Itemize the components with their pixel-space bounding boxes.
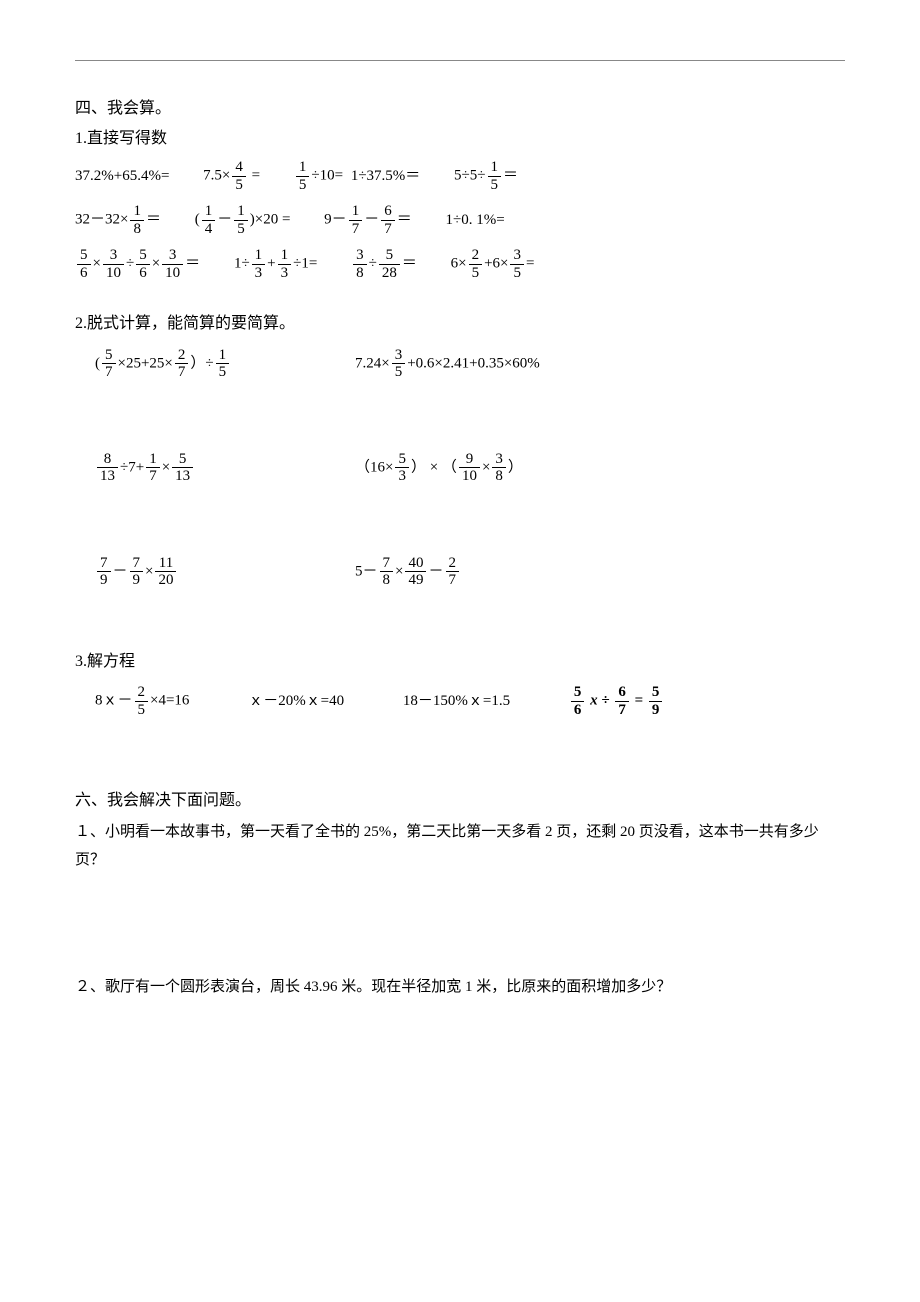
top-rule — [75, 60, 845, 61]
frac: 79 — [97, 555, 111, 589]
frac: 1120 — [155, 555, 176, 589]
r1c3: 15÷10= 1÷37.5%＝ — [294, 159, 420, 193]
frac: 38 — [492, 451, 506, 485]
frac: 4049 — [405, 555, 426, 589]
frac: 38 — [353, 247, 367, 281]
r2c4: 1÷0. 1%= — [445, 208, 504, 232]
r2c2: (14－15)×20 = — [195, 203, 291, 237]
q2: ２、歌厅有一个圆形表演台，周长 43.96 米。现在半径加宽 1 米，比原来的面… — [75, 973, 845, 1002]
frac: 15 — [216, 347, 230, 381]
frac: 15 — [234, 203, 248, 237]
q1: １、小明看一本故事书，第一天看了全书的 25%，第二天比第一天多看 2 页，还剩… — [75, 818, 845, 875]
frac: 78 — [380, 555, 394, 589]
r3c3: 38÷528＝ — [351, 247, 417, 281]
frac: 79 — [130, 555, 144, 589]
p3-left: 79－79×1120 — [95, 555, 355, 589]
frac: 813 — [97, 451, 118, 485]
frac: 67 — [615, 684, 629, 718]
p2-left: 813÷7+17×513 — [95, 451, 355, 485]
frac: 59 — [649, 684, 663, 718]
sub1-row2: 32－32×18＝ (14－15)×20 = 9－17－67＝ 1÷0. 1%= — [75, 203, 845, 237]
section4-title: 四、我会算。 — [75, 96, 845, 122]
r1c2: 7.5×45 = — [203, 159, 260, 193]
frac: 45 — [232, 159, 246, 193]
sub3-title: 3.解方程 — [75, 649, 845, 675]
sub2-pair3: 79－79×1120 5－78×4049－27 — [75, 555, 845, 589]
frac: 13 — [252, 247, 266, 281]
p3-right: 5－78×4049－27 — [355, 555, 461, 589]
frac: 17 — [349, 203, 363, 237]
sub1-row1: 37.2%+65.4%= 7.5×45 = 15÷10= 1÷37.5%＝ 5÷… — [75, 159, 845, 193]
r3c1: 56×310÷56×310＝ — [75, 247, 200, 281]
frac: 310 — [162, 247, 183, 281]
frac: 910 — [459, 451, 480, 485]
frac: 15 — [488, 159, 502, 193]
sub1-row3: 56×310÷56×310＝ 1÷13+13÷1= 38÷528＝ 6×25+6… — [75, 247, 845, 281]
frac: 14 — [202, 203, 216, 237]
frac: 57 — [102, 347, 116, 381]
frac: 35 — [510, 247, 524, 281]
p1-left: (57×25+25×27）÷15 — [95, 347, 355, 381]
eq4: 56 x ÷ 67 = 59 — [569, 684, 665, 718]
p2-right: （16×53） × （910×38） — [355, 451, 523, 485]
frac: 53 — [395, 451, 409, 485]
frac: 25 — [135, 684, 149, 718]
r1c4: 5÷5÷15＝ — [454, 159, 518, 193]
frac: 17 — [146, 451, 160, 485]
frac: 56 — [77, 247, 91, 281]
sub2-title: 2.脱式计算，能简算的要简算。 — [75, 311, 845, 337]
eq3: 18－150%ｘ=1.5 — [403, 689, 510, 713]
sub2-pair1: (57×25+25×27）÷15 7.24×35+0.6×2.41+0.35×6… — [75, 347, 845, 381]
p1-right: 7.24×35+0.6×2.41+0.35×60% — [355, 347, 540, 381]
frac: 27 — [446, 555, 460, 589]
frac: 18 — [130, 203, 144, 237]
sub3-row: 8ｘ－25×4=16 ｘ－20%ｘ=40 18－150%ｘ=1.5 56 x ÷… — [75, 684, 845, 718]
frac: 310 — [103, 247, 124, 281]
sub2-pair2: 813÷7+17×513 （16×53） × （910×38） — [75, 451, 845, 485]
frac: 56 — [571, 684, 585, 718]
frac: 27 — [175, 347, 189, 381]
eq2: ｘ－20%ｘ=40 — [248, 689, 344, 713]
frac: 25 — [469, 247, 483, 281]
frac: 56 — [136, 247, 150, 281]
frac: 513 — [172, 451, 193, 485]
r3c2: 1÷13+13÷1= — [234, 247, 317, 281]
sub1-title: 1.直接写得数 — [75, 126, 845, 152]
r1c1: 37.2%+65.4%= — [75, 164, 169, 188]
section6-title: 六、我会解决下面问题。 — [75, 788, 845, 814]
r3c4: 6×25+6×35= — [451, 247, 535, 281]
frac: 67 — [381, 203, 395, 237]
q1-workspace — [75, 879, 845, 969]
r2c1: 32－32×18＝ — [75, 203, 161, 237]
frac: 35 — [392, 347, 406, 381]
eq1: 8ｘ－25×4=16 — [95, 684, 189, 718]
frac: 15 — [296, 159, 310, 193]
frac: 528 — [379, 247, 400, 281]
r2c3: 9－17－67＝ — [324, 203, 412, 237]
frac: 13 — [278, 247, 292, 281]
